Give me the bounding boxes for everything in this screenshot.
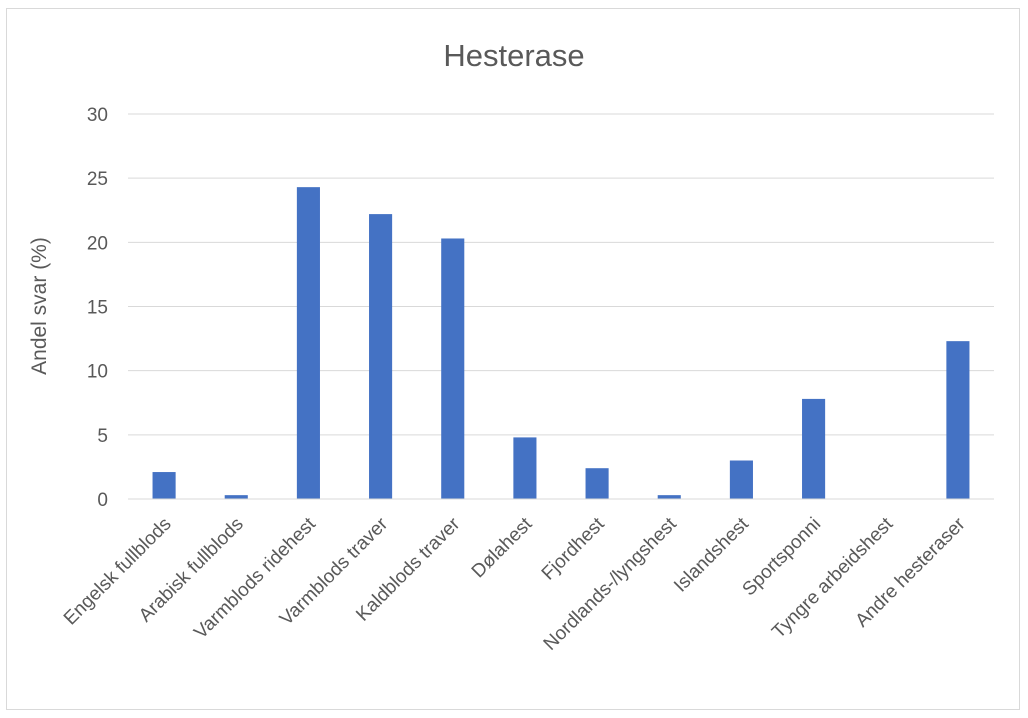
bar	[946, 341, 970, 499]
x-category-label: Varmblods ridehest	[190, 513, 320, 643]
y-tick-label: 10	[87, 362, 108, 383]
bar	[224, 495, 248, 499]
bar	[729, 460, 753, 499]
x-category-label: Nordlands-/lyngshest	[540, 513, 682, 655]
y-tick-label: 0	[97, 490, 108, 511]
y-tick-label: 20	[87, 233, 108, 254]
bar	[513, 437, 537, 499]
y-tick-label: 5	[97, 426, 108, 447]
chart-title: Hesterase	[443, 38, 584, 73]
y-tick-label: 30	[87, 105, 108, 126]
bars	[152, 187, 970, 499]
gridlines	[128, 113, 994, 436]
bar	[441, 238, 465, 499]
bar	[657, 495, 681, 499]
x-category-label: Tyngre arbeidshest	[768, 513, 898, 643]
y-axis-label: Andel svar (%)	[28, 237, 51, 375]
x-category-label: Dølahest	[468, 513, 537, 582]
chart-frame	[6, 8, 1020, 710]
y-axis-ticks: 0 5 10 15 20 25 30	[87, 105, 108, 511]
bar	[802, 398, 826, 499]
bar	[585, 468, 609, 499]
bar	[369, 214, 393, 499]
y-tick-label: 15	[87, 298, 108, 319]
bar	[152, 472, 176, 499]
bar	[296, 187, 320, 499]
y-tick-label: 25	[87, 169, 108, 190]
x-category-label: Fjordhest	[538, 513, 609, 584]
